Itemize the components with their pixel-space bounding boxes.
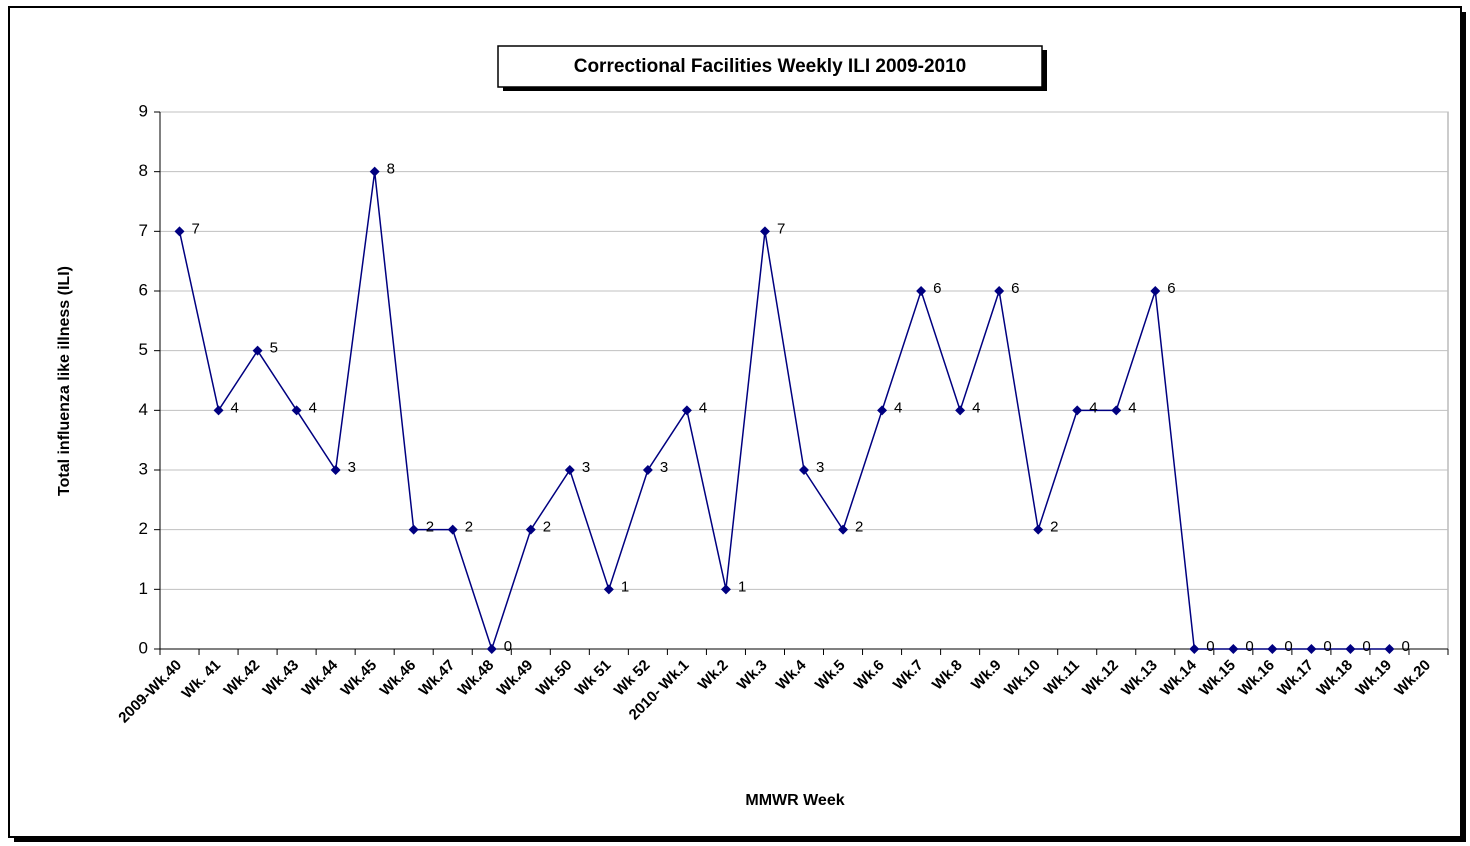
marker [213,405,224,416]
data-label: 6 [1011,280,1019,297]
marker [291,405,302,416]
marker [1306,644,1317,654]
data-label: 0 [1362,638,1370,655]
y-tick-label: 0 [139,638,148,657]
data-label: 6 [933,280,941,297]
data-label: 2 [426,519,434,536]
chart-title: Correctional Facilities Weekly ILI 2009-… [574,56,967,77]
marker [408,524,419,535]
marker [1150,286,1161,296]
data-label: 1 [621,578,629,595]
marker [799,465,809,475]
marker [1033,524,1044,535]
data-label: 4 [894,399,902,416]
data-label: 0 [1245,638,1253,655]
marker [877,405,888,416]
data-label: 4 [231,399,239,416]
series-line [178,171,1390,652]
data-label: 4 [699,399,707,416]
data-label: 0 [504,638,512,655]
plot-area [159,111,1449,650]
marker [720,584,731,595]
data-label: 2 [1050,519,1058,536]
marker [955,405,966,416]
data-label: 0 [1323,638,1331,655]
data-label: 3 [348,459,356,476]
y-tick-label: 9 [139,101,148,120]
y-tick-label: 4 [139,400,148,419]
data-label: 4 [309,399,317,416]
data-label: 4 [972,399,980,416]
data-label: 2 [465,519,473,536]
data-label: 0 [1401,638,1409,655]
y-axis-title: Total influenza like illness (ILI) [56,266,73,496]
data-label: 2 [543,519,551,536]
marker [174,226,185,237]
marker [564,465,575,475]
marker [1189,644,1200,654]
data-label: 0 [1206,638,1214,655]
data-label: 8 [387,161,395,178]
marker [1384,644,1395,654]
data-label: 3 [660,459,668,476]
data-label: 4 [1128,399,1136,416]
data-label: 3 [582,459,590,476]
marker [447,524,458,535]
marker [994,286,1005,296]
data-label: 6 [1167,280,1175,297]
title-box [497,45,1043,88]
marker [838,524,849,535]
data-label: 0 [1284,638,1292,655]
y-tick-label: 1 [139,579,148,598]
marker [759,226,770,237]
data-label: 2 [855,519,863,536]
y-tick-label: 6 [139,280,148,299]
marker [330,465,341,475]
marker [1267,644,1278,654]
data-label: 1 [738,578,746,595]
marker [642,465,653,475]
marker [1072,405,1083,416]
marker [916,286,927,296]
marker [252,345,263,356]
marker [1228,644,1239,654]
x-axis-title: MMWR Week [745,792,844,809]
data-label: 3 [816,459,824,476]
data-label: 7 [192,220,200,237]
marker [1345,644,1356,654]
marker [1111,405,1122,416]
data-label: 4 [1089,399,1097,416]
y-tick-label: 5 [139,340,148,359]
y-tick-label: 3 [139,459,148,478]
y-tick-label: 2 [139,519,148,538]
y-tick-label: 7 [139,221,148,240]
marker [603,584,614,595]
marker [525,524,536,535]
marker [369,166,380,177]
data-label: 7 [777,220,785,237]
marker [681,405,692,416]
marker [486,644,497,654]
data-label: 5 [270,340,278,357]
y-tick-label: 8 [139,161,148,180]
